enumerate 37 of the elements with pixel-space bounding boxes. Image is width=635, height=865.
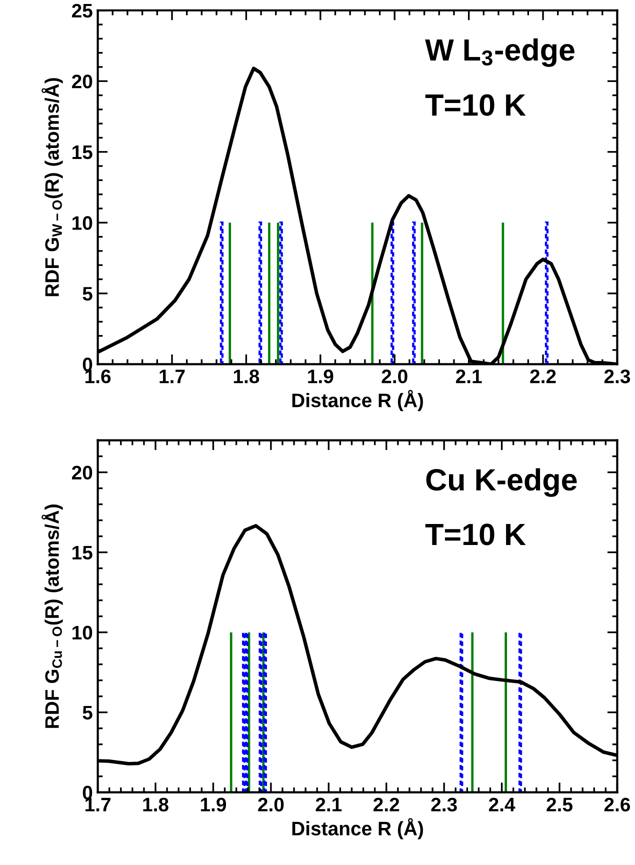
annotation: W L$_{3}$-edge — [425, 38, 574, 67]
x-tick-label: 2.1 — [316, 798, 342, 812]
x-tick-label: 1.9 — [308, 370, 334, 384]
x-tick-label: 1.8 — [143, 798, 168, 812]
annotation: T=10 K — [425, 524, 526, 546]
y-axis-title: RDF G$_{Cu−O}$(R) (atoms/Å) — [42, 504, 63, 728]
annotation: T=10 K — [425, 94, 526, 116]
x-tick-label: 1.7 — [86, 798, 110, 812]
x-tick-label: 1.8 — [234, 370, 260, 384]
x-tick-label: 2.0 — [382, 370, 408, 384]
y-tick-label: 15 — [72, 546, 92, 560]
x-tick-label: 2.5 — [546, 798, 572, 812]
x-tick-label: 2.6 — [604, 798, 630, 812]
x-tick-label: 2.1 — [456, 370, 482, 384]
x-axis-title: Distance R (Å) — [292, 390, 423, 412]
x-tick-label: 2.2 — [374, 798, 400, 812]
y-tick-label: 5 — [82, 287, 92, 301]
x-tick-label: 1.7 — [160, 370, 185, 384]
y-tick-label: 0 — [82, 786, 92, 800]
x-tick-label: 2.2 — [530, 370, 556, 384]
x-axis-title: Distance R (Å) — [292, 818, 423, 840]
annotation: Cu K-edge — [426, 468, 577, 497]
x-tick-label: 2.4 — [488, 798, 516, 812]
y-tick-label: 20 — [72, 74, 92, 88]
y-tick-label: 10 — [72, 626, 92, 640]
x-tick-label: 2.0 — [258, 798, 284, 812]
x-tick-label: 2.3 — [431, 798, 457, 812]
y-tick-label: 5 — [82, 706, 92, 720]
y-tick-label: 15 — [72, 146, 92, 160]
y-axis-title: RDF G$_{W−O}$(R) (atoms/Å) — [42, 78, 63, 296]
y-tick-label: 10 — [72, 216, 92, 230]
y-tick-label: 20 — [72, 466, 92, 480]
y-tick-label: 0 — [82, 358, 92, 372]
x-tick-label: 1.9 — [200, 798, 226, 812]
x-tick-label: 2.3 — [604, 370, 630, 384]
y-tick-label: 25 — [72, 4, 92, 18]
x-tick-label: 1.6 — [86, 370, 111, 384]
